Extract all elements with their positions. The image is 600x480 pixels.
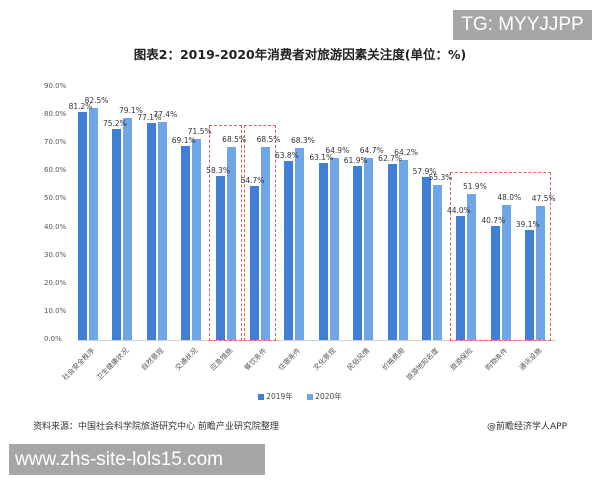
bar-2019: [318, 162, 328, 340]
y-tick-label: 50.0%: [44, 194, 67, 203]
x-category-label: 社会安全秩序: [61, 346, 97, 383]
bar-2019: [181, 145, 191, 340]
y-tick-label: 30.0%: [44, 250, 67, 259]
value-label-2019: 61.9%: [343, 155, 368, 165]
legend-item-2020: 2020年: [307, 391, 342, 402]
x-category-label: 住宿条件: [277, 346, 303, 373]
bar-2020: [364, 158, 374, 340]
value-label-2019: 58.3%: [206, 166, 231, 176]
value-label-2019: 57.9%: [412, 167, 437, 177]
x-category-label: 民俗风情: [346, 346, 372, 373]
x-category-label: 价格费用: [380, 346, 406, 373]
x-category-label: 通讯设施: [518, 346, 544, 373]
x-category-label: 卫生健康状况: [95, 346, 131, 383]
value-label-2019: 75.2%: [102, 118, 127, 128]
highlight-box: [243, 125, 277, 341]
y-tick-label: 40.0%: [44, 222, 67, 231]
x-category-label: 购物条件: [483, 346, 510, 373]
value-label-2019: 63.1%: [309, 152, 334, 162]
bar-2020: [226, 147, 236, 340]
bar-2020: [192, 139, 202, 340]
bar-2019: [112, 128, 122, 340]
bar-2020: [398, 159, 408, 340]
value-label-2019: 77.1%: [137, 113, 162, 123]
value-label-2020: 68.5%: [256, 135, 281, 145]
bar-2020: [536, 206, 546, 340]
bar-2019: [250, 186, 259, 340]
y-tick-label: 80.0%: [44, 110, 67, 119]
x-category-label: 旅游保险: [449, 346, 475, 373]
bar-2019: [146, 123, 156, 340]
bar-2020: [467, 194, 477, 340]
bar-2020: [261, 147, 270, 340]
watermark-url-badge: www.zhs-site-lols15.com: [9, 444, 265, 475]
source-note: 资料来源：中国社会科学院旅游研究中心 前瞻产业研究院整理: [33, 422, 279, 432]
bar-2019: [456, 216, 466, 340]
x-category-label: 文化景观: [311, 346, 338, 373]
legend-swatch-2020: [307, 393, 314, 400]
value-label-2020: 79.1%: [118, 105, 143, 115]
bar-2020: [501, 205, 511, 340]
bar-2020: [123, 117, 133, 340]
highlight-box: [450, 172, 552, 341]
value-label-2020: 64.9%: [325, 145, 350, 155]
value-label-2020: 64.7%: [359, 146, 384, 156]
value-label-2019: 40.7%: [481, 215, 506, 225]
value-label-2019: 62.7%: [378, 153, 403, 163]
legend-label-2019: 2019年: [266, 392, 293, 401]
bar-2020: [433, 184, 442, 340]
value-label-2020: 82.5%: [84, 96, 109, 106]
x-category-label: 旅游地知名度: [405, 346, 441, 383]
value-label-2019: 44.0%: [446, 206, 471, 216]
y-tick-label: 60.0%: [44, 166, 67, 175]
value-label-2020: 77.4%: [153, 110, 178, 120]
bar-2019: [284, 160, 294, 340]
x-category-label: 应急措施: [208, 346, 234, 373]
x-category-label: 自然景观: [139, 346, 166, 373]
value-label-2019: 69.1%: [171, 135, 196, 145]
value-label-2019: 81.2%: [68, 101, 93, 111]
value-label-2020: 68.5%: [222, 135, 247, 145]
x-axis-line: [78, 340, 556, 341]
y-tick-label: 70.0%: [44, 138, 67, 147]
value-label-2020: 71.5%: [187, 127, 212, 136]
value-label-2020: 68.3%: [290, 136, 315, 145]
value-label-2019: 54.7%: [240, 176, 265, 186]
value-label-2019: 63.8%: [274, 150, 299, 160]
bar-2019: [387, 163, 397, 340]
bar-2019: [215, 176, 225, 340]
bar-2020: [157, 122, 167, 340]
bar-2020: [295, 148, 305, 340]
value-label-2020: 64.2%: [394, 147, 419, 157]
y-tick-label: 0.0%: [44, 335, 62, 343]
value-label-2019: 39.1%: [515, 220, 540, 230]
x-category-label: 餐饮条件: [242, 346, 269, 373]
y-tick-label: 90.0%: [44, 82, 67, 90]
value-label-2020: 51.9%: [462, 182, 487, 192]
y-tick-label: 20.0%: [44, 278, 67, 287]
chart-legend: 2019年 2020年: [0, 391, 600, 402]
watermark-tg-badge: TG: MYYJJPP: [453, 10, 592, 40]
bar-2020: [329, 157, 339, 340]
value-label-2020: 55.3%: [428, 172, 453, 182]
bar-2019: [78, 111, 87, 340]
bar-2020: [89, 108, 98, 340]
y-tick-label: 10.0%: [44, 306, 67, 315]
bar-2019: [422, 177, 431, 340]
bar-2019: [353, 165, 363, 340]
legend-swatch-2019: [258, 393, 265, 400]
value-label-2020: 48.0%: [497, 193, 522, 203]
highlight-box: [209, 125, 242, 341]
credit-note: @前瞻经济学人APP: [486, 422, 567, 432]
value-label-2020: 47.5%: [531, 194, 556, 204]
legend-label-2020: 2020年: [315, 392, 342, 401]
bar-2019: [525, 230, 535, 340]
bar-2019: [490, 225, 500, 340]
x-category-label: 交通状况: [174, 346, 200, 373]
chart-title: 图表2：2019-2020年消费者对旅游因素关注度(单位：%): [133, 47, 467, 62]
legend-item-2019: 2019年: [258, 391, 293, 402]
